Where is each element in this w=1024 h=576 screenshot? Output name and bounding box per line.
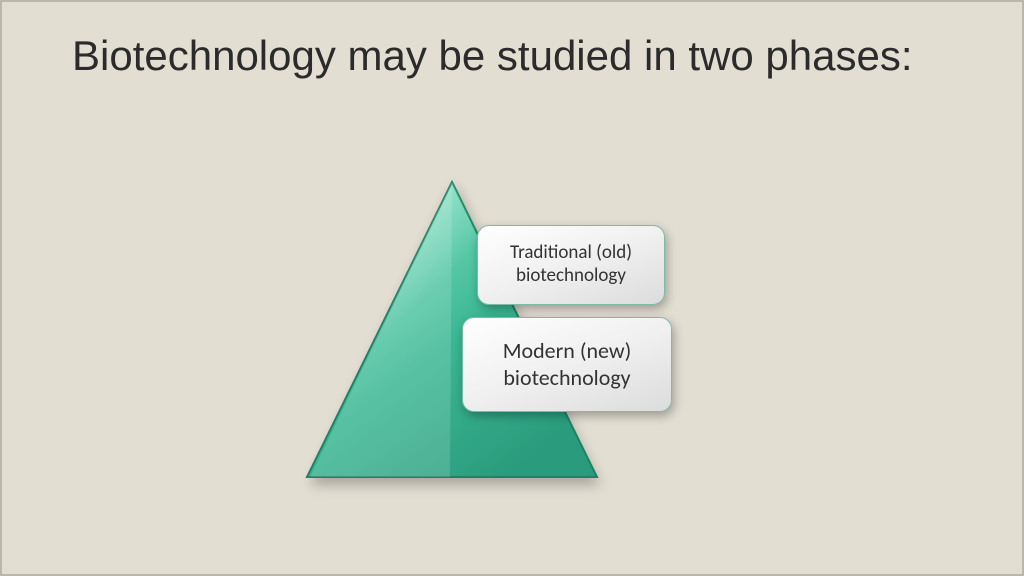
slide-title: Biotechnology may be studied in two phas… (72, 32, 952, 80)
pyramid-box-traditional: Traditional (old) biotechnology (477, 225, 665, 305)
pyramid-box-modern: Modern (new) biotechnology (462, 317, 672, 412)
pyramid-diagram: Traditional (old) biotechnology Modern (… (302, 177, 722, 507)
